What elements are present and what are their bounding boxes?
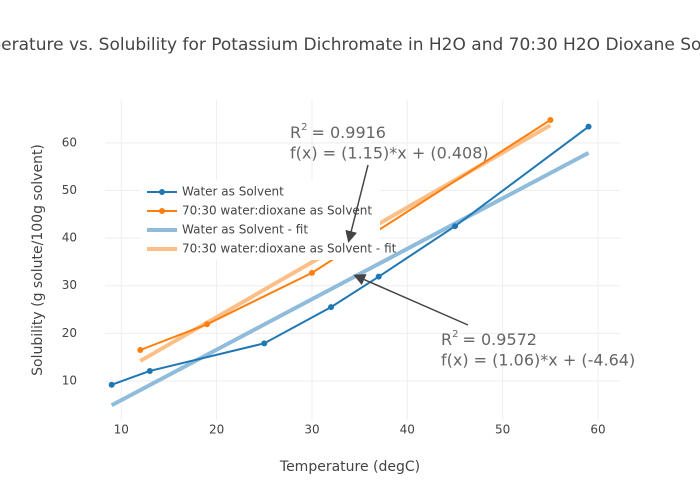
legend-marker	[159, 208, 165, 214]
chart-title: Temperature vs. Solubility for Potassium…	[0, 35, 700, 55]
data-point	[146, 367, 153, 374]
y-tick-label: 40	[62, 231, 77, 245]
legend-label: Water as Solvent	[182, 185, 284, 199]
y-tick-label: 20	[62, 326, 77, 340]
data-point	[585, 123, 592, 130]
annotation-r: R	[290, 123, 301, 142]
data-point	[261, 340, 268, 347]
annotation-sup: 2	[452, 329, 458, 340]
y-tick-label: 10	[62, 373, 77, 387]
annotation-text: R2 = 0.9572	[441, 329, 537, 349]
data-point	[547, 117, 554, 123]
data-point	[204, 321, 211, 328]
x-tick-label: 40	[400, 423, 415, 437]
legend-label: Water as Solvent - fit	[182, 223, 308, 237]
x-axis-label: Temperature (degC)	[279, 459, 420, 475]
annotation-arrow	[353, 274, 469, 326]
data-point	[452, 223, 459, 230]
x-tick-label: 20	[209, 423, 224, 437]
annotation-formula: f(x) = (1.06)*x + (-4.64)	[441, 351, 635, 370]
annotation-text: R2 = 0.9916	[290, 122, 386, 142]
legend-marker	[159, 189, 165, 195]
annotation-r2: = 0.9572	[463, 330, 537, 349]
annotation-r: R	[441, 330, 452, 349]
x-tick-label: 50	[495, 423, 510, 437]
y-tick-label: 60	[62, 135, 77, 149]
data-point	[328, 304, 335, 311]
data-point	[137, 347, 144, 353]
data-point	[308, 269, 315, 276]
series-line	[110, 151, 590, 408]
legend-label: 70:30 water:dioxane as Solvent - fit	[182, 242, 397, 256]
annotation-arrow	[345, 164, 369, 243]
y-axis-label: Solubility (g solute/100g solvent)	[30, 144, 46, 376]
x-tick-label: 60	[590, 423, 605, 437]
data-point	[108, 381, 115, 388]
annotation-formula: f(x) = (1.15)*x + (0.408)	[290, 144, 489, 163]
annotation-sup: 2	[301, 122, 307, 133]
data-point	[375, 273, 382, 280]
y-tick-label: 30	[62, 278, 77, 292]
series-line	[139, 119, 551, 351]
x-tick-label: 10	[114, 423, 129, 437]
y-tick-label: 50	[62, 183, 77, 197]
legend-box	[140, 180, 380, 260]
x-tick-label: 30	[304, 423, 319, 437]
legend-label: 70:30 water:dioxane as Solvent	[182, 204, 372, 218]
annotation-r2: = 0.9916	[312, 123, 386, 142]
